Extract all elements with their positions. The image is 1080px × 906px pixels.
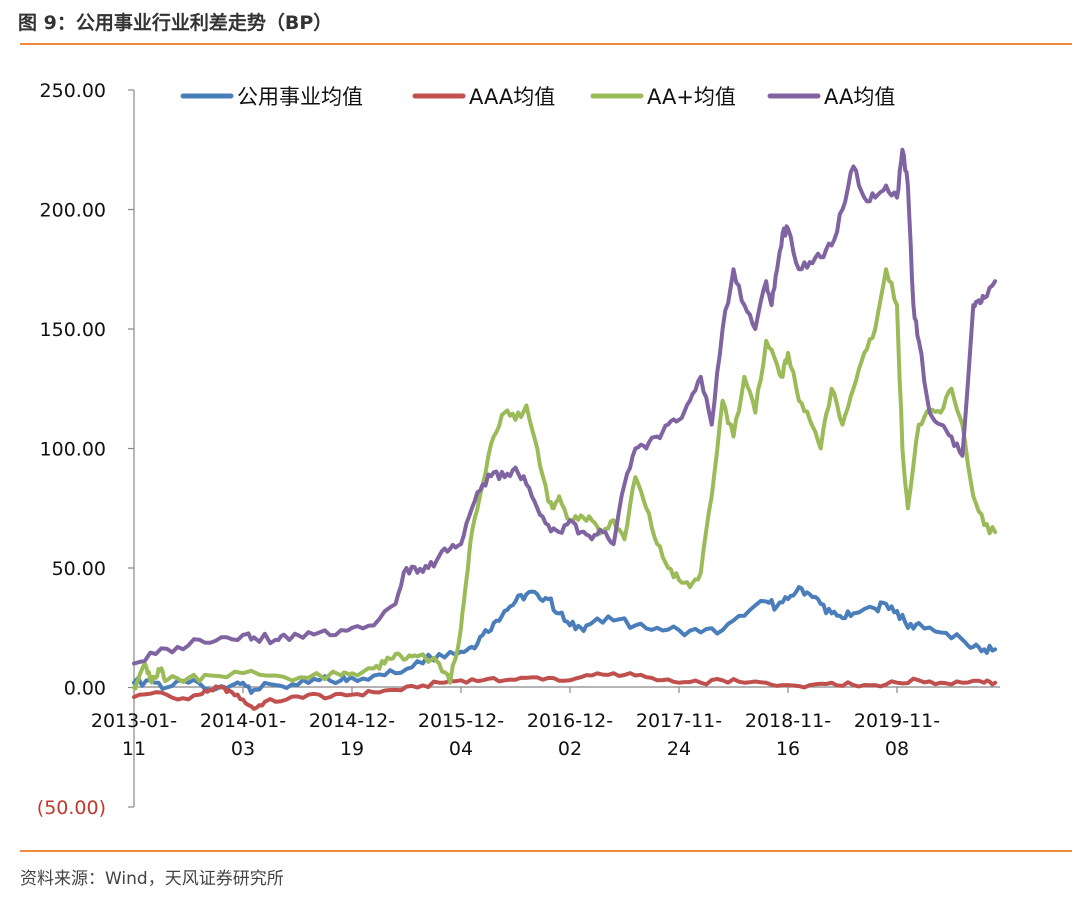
top-divider bbox=[20, 43, 1072, 45]
x-tick-label: 2019-11-08 bbox=[854, 710, 940, 760]
x-tick-label: 2015-12-04 bbox=[418, 710, 504, 760]
y-tick-label: 250.00 bbox=[40, 80, 106, 102]
y-tick-label: (50.00) bbox=[37, 797, 106, 819]
source-note: 资料来源：Wind，天风证券研究所 bbox=[20, 869, 284, 889]
bottom-divider bbox=[20, 850, 1072, 852]
series-line bbox=[132, 671, 998, 711]
x-tick-label: 2013-01-11 bbox=[91, 710, 177, 760]
x-tick-label: 2017-11-24 bbox=[636, 710, 722, 760]
series-line bbox=[132, 267, 998, 691]
legend: 公用事业均值 AAA均值 AA+均值 AA均值 bbox=[180, 85, 895, 109]
y-axis: (50.00) 0.00 50.00 100.00 150.00 200.00 250.00 bbox=[37, 80, 135, 819]
x-tick-label: 2016-12-02 bbox=[527, 710, 613, 760]
x-tick-label: 2018-11-16 bbox=[745, 710, 831, 760]
series-line bbox=[132, 147, 998, 666]
x-tick-label: 2014-12-19 bbox=[309, 710, 395, 760]
legend-label: AA+均值 bbox=[647, 85, 736, 109]
legend-label: 公用事业均值 bbox=[237, 85, 363, 109]
y-tick-label: 0.00 bbox=[64, 678, 106, 700]
y-tick-label: 50.00 bbox=[52, 558, 106, 580]
series-line bbox=[132, 585, 998, 695]
y-tick-label: 100.00 bbox=[40, 439, 106, 461]
chart-title: 图 9：公用事业行业利差走势（BP） bbox=[18, 12, 333, 34]
legend-label: AAA均值 bbox=[469, 85, 555, 109]
legend-label: AA均值 bbox=[824, 85, 895, 109]
series-lines bbox=[132, 147, 998, 711]
x-axis: 2013-01-11 2014-01-03 2014-12-19 2015-12-04… bbox=[91, 686, 1000, 760]
x-tick-label: 2014-01-03 bbox=[200, 710, 286, 760]
y-tick-label: 150.00 bbox=[40, 319, 106, 341]
y-tick-label: 200.00 bbox=[40, 200, 106, 222]
